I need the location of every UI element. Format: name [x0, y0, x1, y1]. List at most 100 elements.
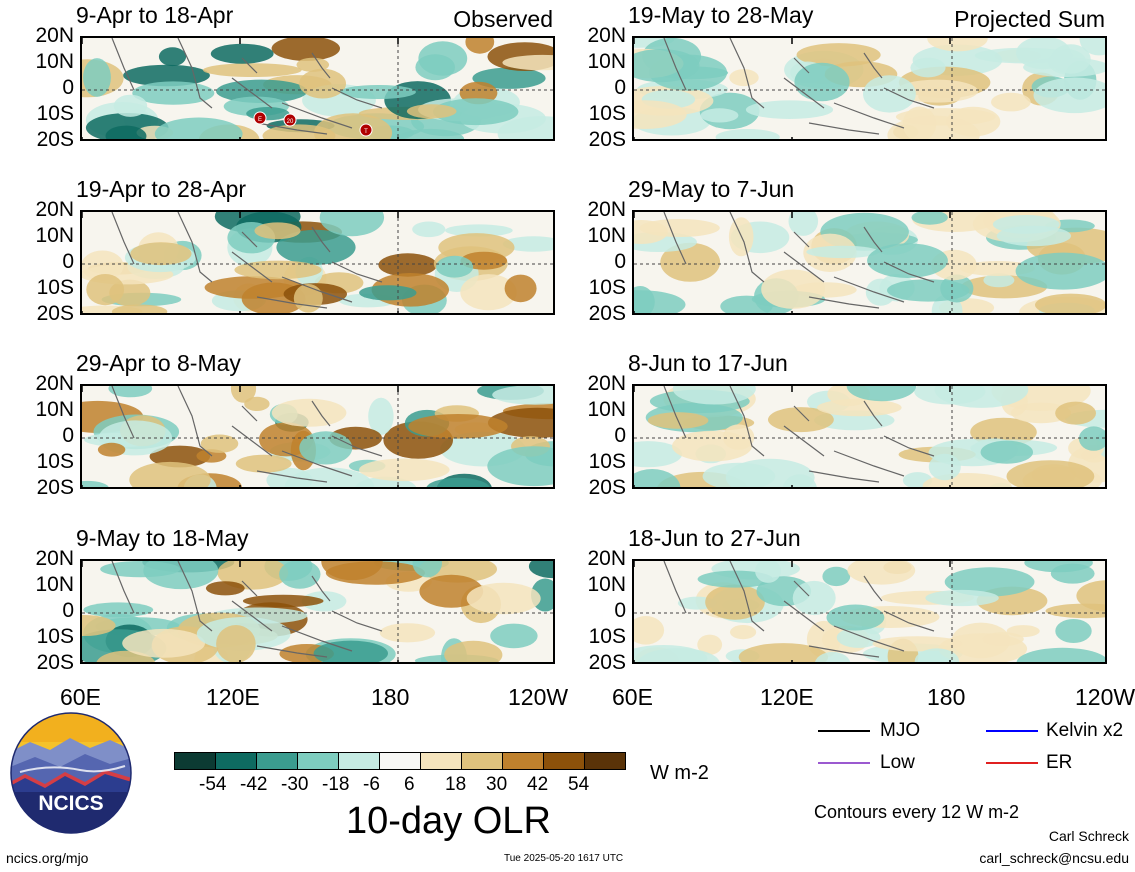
left-map-2	[80, 384, 555, 489]
right-lat-label-1-3: 10S	[588, 276, 626, 299]
right-lat-label-2-1: 10N	[587, 398, 626, 421]
colorbar-cell	[461, 752, 503, 770]
olr-anomaly-blob	[729, 69, 759, 87]
olr-anomaly-blob	[700, 108, 739, 123]
olr-anomaly-blob	[1015, 252, 1105, 290]
right-map-1	[632, 210, 1107, 315]
left-lat-label-3-4: 20S	[36, 651, 74, 674]
left-panel-title-2: 29-Apr to 8-May	[76, 350, 241, 376]
olr-anomaly-blob	[1055, 619, 1092, 643]
olr-anomaly-blob	[242, 594, 324, 608]
storm-marker-icon: 20	[283, 113, 297, 127]
olr-anomaly-blob	[836, 627, 881, 648]
olr-anomaly-blob	[528, 561, 553, 579]
lon-label-120e-right: 120E	[760, 684, 814, 710]
lon-label-120w-right: 120W	[1075, 684, 1135, 710]
lon-label-120w-left: 120W	[508, 684, 569, 710]
olr-anomaly-blob	[927, 38, 988, 52]
olr-anomaly-blob	[465, 38, 495, 54]
site-link[interactable]: ncics.org/mjo	[6, 850, 89, 866]
left-panel-title-3: 9-May to 18-May	[76, 525, 249, 551]
right-lat-label-3-3: 10S	[588, 625, 626, 648]
olr-anomaly-blob	[895, 79, 979, 103]
olr-anomaly-blob	[205, 581, 245, 596]
olr-anomaly-blob	[149, 445, 210, 468]
left-lat-label-1-1: 10N	[35, 224, 74, 247]
olr-anomaly-blob	[412, 561, 442, 578]
left-lat-label-2-1: 10N	[35, 398, 74, 421]
ncics-logo: NCICS	[10, 712, 132, 834]
storm-marker-icon: E	[253, 111, 267, 125]
olr-anomaly-blob	[996, 225, 1071, 247]
right-panel-title-2: 8-Jun to 17-Jun	[628, 350, 788, 376]
olr-anomaly-blob	[755, 561, 781, 583]
left-lat-label-0-1: 10N	[35, 50, 74, 73]
olr-anomaly-blob	[1006, 625, 1040, 638]
olr-anomaly-blob	[340, 85, 416, 99]
left-lat-label-2-4: 20S	[36, 476, 74, 499]
left-lat-label-0-4: 20S	[36, 128, 74, 151]
colorbar-tick-label: 18	[445, 774, 467, 795]
olr-anomaly-blob	[497, 116, 553, 139]
olr-anomaly-blob	[983, 273, 1015, 288]
olr-anomaly-blob	[406, 104, 457, 119]
olr-anomaly-blob	[822, 566, 851, 587]
right-map-0	[632, 36, 1107, 141]
olr-anomaly-blob	[914, 648, 960, 662]
olr-anomaly-blob	[815, 651, 851, 662]
colorbar-tick-label: 6	[404, 774, 415, 795]
colorbar-cell	[297, 752, 339, 770]
olr-anomaly-blob	[788, 212, 819, 236]
olr-anomaly-blob	[284, 467, 375, 487]
olr-anomaly-blob	[1035, 293, 1105, 313]
logo-text: NCICS	[38, 792, 103, 815]
right-panel-title-3: 18-Jun to 27-Jun	[628, 525, 801, 551]
olr-anomaly-blob	[660, 242, 721, 282]
olr-anomaly-blob	[745, 100, 834, 119]
olr-anomaly-blob	[1076, 580, 1105, 612]
olr-anomaly-blob	[359, 285, 417, 301]
olr-anomaly-blob	[108, 386, 153, 398]
olr-anomaly-blob	[634, 441, 682, 468]
olr-anomaly-blob	[925, 589, 999, 607]
legend-swatch-er	[986, 762, 1038, 764]
right-lat-label-3-0: 20N	[587, 547, 626, 570]
right-lat-label-0-3: 10S	[588, 102, 626, 125]
olr-anomaly-blob	[254, 222, 301, 240]
legend-swatch-low	[818, 762, 870, 764]
colorbar-cell	[174, 752, 216, 770]
left-lat-label-0-2: 0	[62, 76, 74, 99]
right-panel-title-1: 29-May to 7-Jun	[628, 176, 795, 202]
legend-label-low: Low	[880, 752, 915, 773]
left-map-1	[80, 210, 555, 315]
olr-anomaly-blob	[271, 38, 340, 61]
coastline	[111, 561, 383, 658]
olr-anomaly-blob	[634, 220, 668, 244]
olr-anomaly-blob	[867, 243, 948, 278]
email[interactable]: carl_schreck@ncsu.edu	[979, 850, 1129, 866]
olr-anomaly-blob	[490, 623, 538, 649]
olr-anomaly-blob	[1006, 460, 1095, 487]
olr-anomaly-blob	[792, 580, 836, 616]
olr-anomaly-blob	[100, 561, 180, 578]
chart-title: 10-day OLR	[346, 800, 551, 842]
olr-anomaly-blob	[293, 284, 323, 313]
olr-anomaly-blob	[368, 397, 394, 436]
olr-anomaly-blob	[204, 276, 302, 299]
right-lat-label-0-2: 0	[614, 76, 626, 99]
right-lat-label-1-1: 10N	[587, 224, 626, 247]
lon-label-60e-left: 60E	[60, 684, 101, 710]
right-lat-label-3-1: 10N	[587, 573, 626, 596]
olr-anomaly-blob	[702, 462, 776, 487]
olr-anomaly-blob	[319, 212, 385, 237]
legend-label-kelvin: Kelvin x2	[1046, 720, 1124, 741]
lon-label-180-right: 180	[927, 684, 966, 710]
olr-anomaly-blob	[123, 64, 210, 87]
olr-anomaly-blob	[299, 431, 353, 465]
olr-anomaly-blob	[794, 62, 850, 102]
olr-anomaly-blob	[203, 63, 302, 77]
olr-anomaly-blob	[634, 100, 687, 129]
olr-anomaly-blob	[846, 386, 917, 402]
olr-anomaly-blob	[1033, 77, 1105, 114]
right-panel-title-0: 19-May to 28-May	[628, 2, 814, 28]
